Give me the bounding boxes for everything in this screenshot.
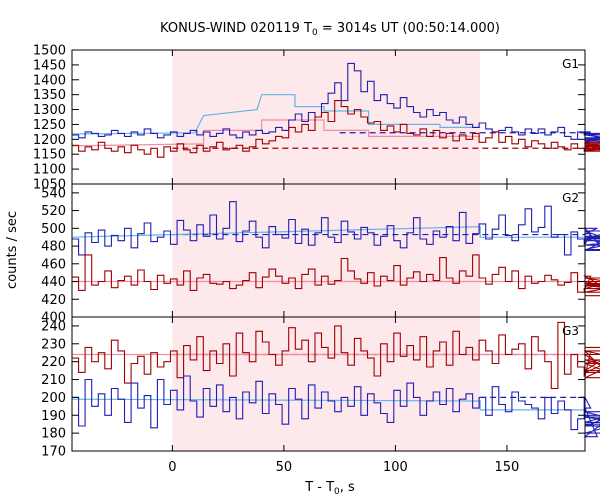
g3-ytick-label: 200 [41,391,66,406]
g1-series-blue [72,62,600,145]
g3-series-red [72,321,600,390]
g1-ytick-label: 1050 [33,178,66,193]
g1-ytick-label: 1200 [33,133,66,148]
x-axis-label: T - T0, s [304,480,355,497]
y-axis-label: counts / sec [5,211,20,289]
g2-ytick-label: 520 [41,204,66,219]
g1-series-red [72,100,600,158]
g3-panel-label: G3 [562,324,579,338]
g2-ytick-label: 540 [41,186,66,201]
g1-ytick-label: 1250 [33,118,66,133]
burst-interval-shade [172,50,481,451]
g1-ytick-label: 1500 [33,44,66,59]
g2-ytick-label: 400 [41,311,66,326]
g2-ytick-label: 500 [41,222,66,237]
g2-ytick-label: 460 [41,257,66,272]
g3-ytick-label: 190 [41,409,66,424]
g1-panel-label: G1 [562,57,579,71]
g1-fit-light_blue [71,94,481,135]
xtick-label: 100 [383,460,408,475]
g3-ytick-label: 240 [41,319,66,334]
g2-series-blue [72,201,600,256]
g3-ytick-label: 230 [41,337,66,352]
g1-ytick-label: 1350 [33,88,66,103]
g2-panel-label: G2 [562,191,579,205]
g3-ytick-label: 220 [41,355,66,370]
g3-ytick-label: 170 [41,445,66,460]
chart-title: KONUS-WIND 020119 T0 = 3014s UT (00:50:1… [160,21,500,38]
g3-ytick-label: 210 [41,373,66,388]
xtick-label: 0 [168,460,176,475]
g1-ytick-label: 1300 [33,103,66,118]
g2-series-red [72,254,600,297]
g2-ytick-label: 420 [41,293,66,308]
g2-ytick-label: 480 [41,240,66,255]
g3-panel-frame [71,316,586,452]
g3-ytick-label: 180 [41,427,66,442]
g1-ytick-label: 1150 [33,148,66,163]
g1-ytick-label: 1100 [33,163,66,178]
xtick-label: 50 [276,460,293,475]
panels-group: 1050110011501200125013001350140014501500… [33,44,600,475]
g1-ytick-label: 1450 [33,58,66,73]
g3-series-blue [72,375,600,438]
g2-ytick-label: 440 [41,275,66,290]
g1-ytick-label: 1400 [33,73,66,88]
xtick-label: 150 [495,460,520,475]
